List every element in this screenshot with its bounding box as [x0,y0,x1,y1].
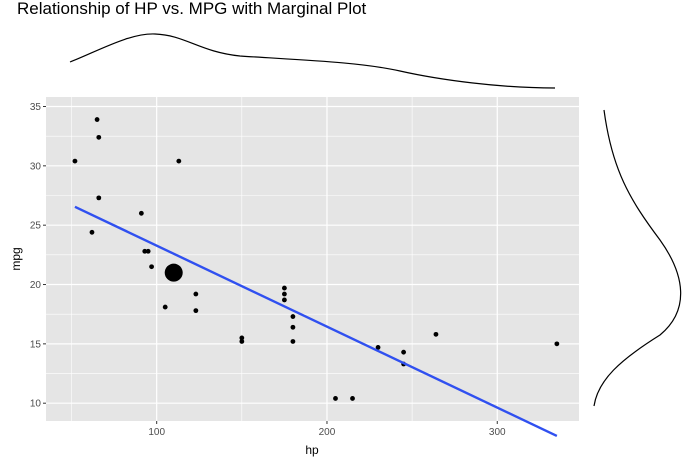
data-point [193,308,199,314]
data-point [96,195,102,201]
data-point [149,264,154,270]
regression-line [74,205,558,438]
data-point [290,324,296,330]
y-tick-label: 25 [30,221,42,232]
data-point [94,117,100,122]
y-axis-ticks: 10 15 20 25 30 35 [30,102,46,410]
data-point [290,339,296,344]
x-axis-ticks: 100 200 300 [148,421,506,438]
y-tick-label: 35 [30,102,42,113]
data-point [290,314,296,319]
major-gridlines [46,97,579,421]
y-axis-label: mpg [9,247,23,270]
data-point [138,210,144,216]
data-point [554,341,560,347]
data-point [282,297,287,303]
data-point [282,291,287,297]
data-point [145,248,151,254]
data-point [375,345,381,350]
data-point [89,229,95,235]
data-point [333,396,338,401]
data-point [433,331,439,337]
minor-gridlines [46,97,579,421]
data-point [176,158,182,164]
data-point [282,285,287,291]
x-tick-label: 100 [148,427,165,438]
y-tick-label: 30 [30,161,42,172]
y-tick-label: 20 [30,280,42,291]
x-tick-label: 200 [319,427,336,438]
data-point [239,335,245,341]
data-point [350,396,355,401]
fit-line [74,205,558,438]
y-tick-label: 15 [30,339,42,350]
data-point [239,339,245,344]
y-marginal-density [593,109,682,407]
chart-title: Relationship of HP vs. MPG with Marginal… [17,0,367,18]
data-point [162,304,168,310]
plot-panel [46,97,579,421]
data-point [96,134,102,140]
data-point [164,263,183,282]
y-tick-label: 10 [30,399,42,410]
data-point [142,248,148,254]
scatter-points [72,117,560,401]
x-axis-label: hp [305,443,319,457]
x-marginal-density [69,33,556,89]
data-point [401,349,407,355]
data-point [193,291,199,297]
data-point [72,158,78,164]
x-tick-label: 300 [489,427,506,438]
